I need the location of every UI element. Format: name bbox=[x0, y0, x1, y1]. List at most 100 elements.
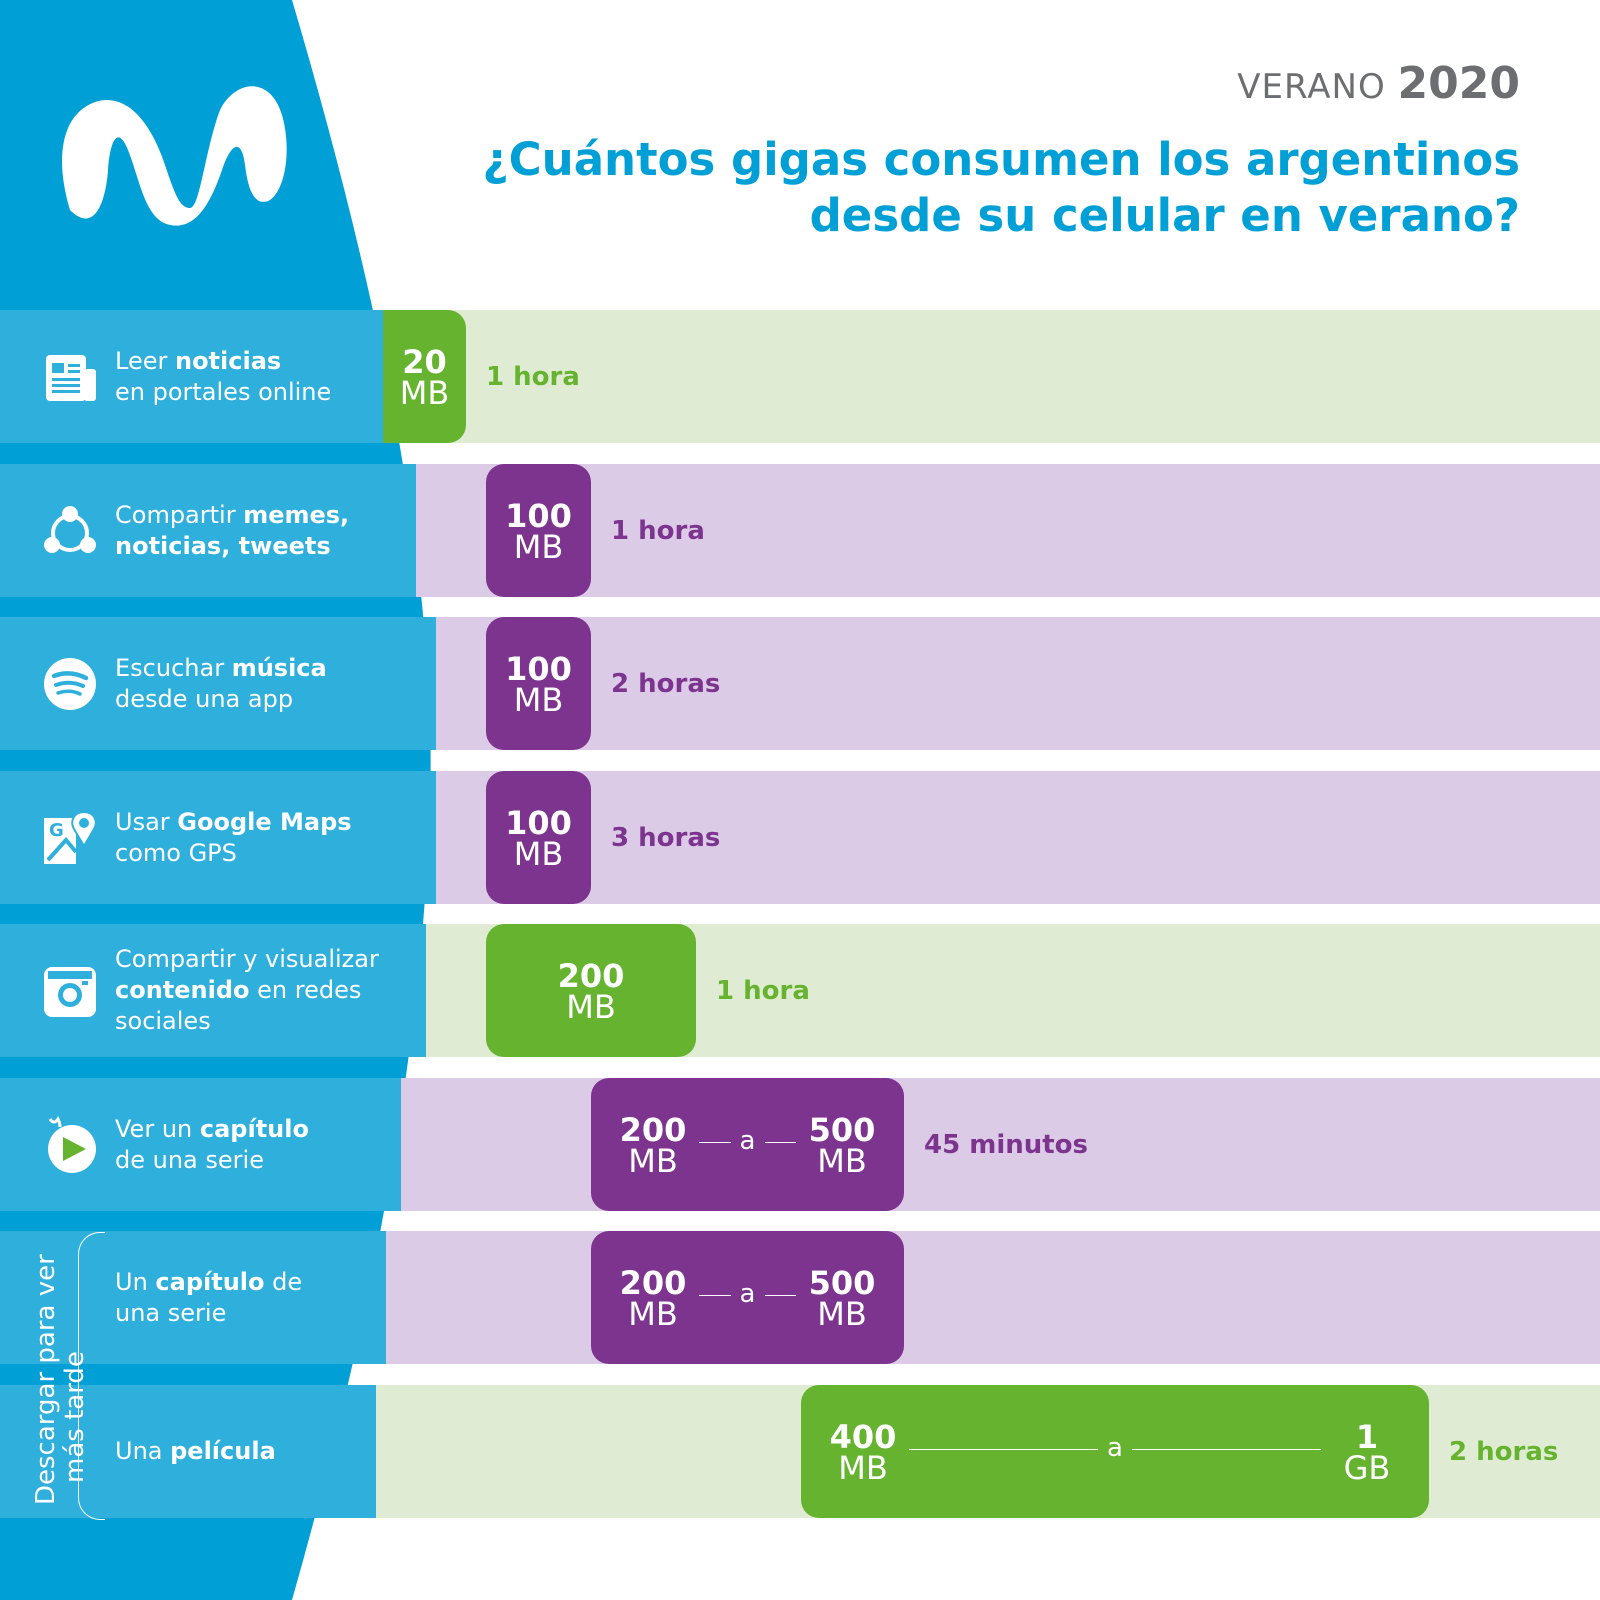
bar-min-value: 200 MB bbox=[611, 1110, 695, 1180]
label-text: Escuchar bbox=[115, 654, 232, 682]
value-unit: MB bbox=[817, 1141, 867, 1180]
label-text: sociales bbox=[115, 1007, 211, 1035]
movistar-logo-icon bbox=[62, 86, 287, 226]
label-bold: música bbox=[231, 654, 327, 682]
value-number: 1 bbox=[1355, 1417, 1379, 1456]
season-year: 2020 bbox=[1397, 58, 1520, 109]
spotify-icon bbox=[44, 658, 96, 710]
row-label: Una película bbox=[115, 1436, 276, 1467]
movistar-play-icon bbox=[48, 1115, 96, 1173]
value-unit: MB bbox=[513, 834, 564, 873]
label-text: Leer bbox=[115, 347, 175, 375]
row-label: Escuchar música desde una app bbox=[115, 653, 327, 715]
connector-word: a bbox=[739, 1125, 756, 1156]
data-bar: 200 MB 500 MB a bbox=[591, 1077, 904, 1211]
duration-label: 3 horas bbox=[611, 822, 721, 853]
label-text: como GPS bbox=[115, 838, 237, 867]
row-label: Compartir y visualizar contenido en redes… bbox=[115, 944, 379, 1037]
value-number: 100 bbox=[505, 803, 572, 842]
data-bar: 100 MB bbox=[486, 770, 591, 904]
connector-line bbox=[764, 1295, 796, 1296]
value-unit: MB bbox=[628, 1295, 678, 1333]
row-band bbox=[380, 310, 1600, 443]
label-text: Usar bbox=[115, 807, 178, 836]
label-text: en portales online bbox=[115, 378, 332, 406]
season-text: VERANO bbox=[1237, 67, 1386, 107]
value-number: 200 bbox=[619, 1110, 687, 1149]
season-label: VERANO 2020 bbox=[1237, 58, 1520, 109]
connector-word: a bbox=[1107, 1432, 1123, 1463]
range-connector: a bbox=[699, 1126, 796, 1158]
bar-max-value: 1 GB bbox=[1325, 1417, 1409, 1487]
value-number: 100 bbox=[505, 496, 572, 535]
duration-label: 1 hora bbox=[486, 362, 580, 392]
label-text: de una serie bbox=[115, 1145, 264, 1174]
connector-line bbox=[1132, 1448, 1321, 1450]
value-number: 20 bbox=[402, 343, 447, 381]
label-bold: noticias bbox=[174, 347, 282, 375]
label-text: Compartir y visualizar bbox=[115, 945, 379, 973]
value-unit: MB bbox=[513, 681, 564, 719]
bar-min-value: 20 MB bbox=[383, 343, 466, 412]
instagram-icon bbox=[44, 967, 96, 1017]
duration-label: 2 horas bbox=[1449, 1436, 1559, 1467]
value-number: 100 bbox=[505, 650, 572, 688]
label-band bbox=[0, 1384, 376, 1518]
duration-label: 1 hora bbox=[611, 515, 705, 546]
connector-line bbox=[699, 1141, 731, 1143]
bar-min-value: 100 MB bbox=[497, 803, 581, 873]
connector-line bbox=[909, 1448, 1098, 1450]
bar-min-value: 100 MB bbox=[497, 650, 581, 719]
title-line-1: ¿Cuántos gigas consumen los argentinos bbox=[482, 133, 1520, 186]
row-label: Usar Google Maps como GPS bbox=[115, 807, 352, 869]
row-band bbox=[430, 617, 1600, 750]
label-bold: noticias, tweets bbox=[115, 531, 331, 560]
title-line-2: desde su celular en verano? bbox=[809, 189, 1520, 242]
label-text: Un bbox=[115, 1268, 156, 1296]
label-bold: contenido bbox=[115, 976, 250, 1004]
group-label-line-2: más tarde bbox=[60, 1351, 90, 1483]
bar-min-value: 400 MB bbox=[821, 1417, 905, 1487]
label-band bbox=[0, 463, 416, 597]
row-label: Un capítulo de una serie bbox=[115, 1267, 302, 1329]
data-bar: 200 MB bbox=[486, 924, 696, 1057]
value-unit: GB bbox=[1343, 1448, 1391, 1487]
value-unit: MB bbox=[817, 1295, 867, 1333]
label-text: Compartir bbox=[115, 500, 244, 529]
duration-label: 45 minutos bbox=[924, 1129, 1089, 1160]
duration-label: 2 horas bbox=[611, 669, 721, 699]
label-bold: capítulo bbox=[155, 1268, 265, 1296]
value-unit: MB bbox=[838, 1448, 888, 1487]
data-bar: 100 MB bbox=[486, 463, 591, 597]
connector-line bbox=[699, 1295, 731, 1296]
value-number: 500 bbox=[808, 1264, 876, 1302]
row-band bbox=[410, 463, 1600, 597]
label-text: una serie bbox=[115, 1299, 227, 1327]
duration-label: 1 hora bbox=[716, 976, 810, 1006]
data-bar: 400 MB 1 GB a bbox=[801, 1384, 1429, 1518]
value-unit: MB bbox=[399, 374, 450, 412]
range-connector: a bbox=[909, 1433, 1321, 1465]
row-band bbox=[380, 1231, 1600, 1364]
value-number: 200 bbox=[619, 1264, 687, 1302]
row-band bbox=[430, 770, 1600, 904]
bar-max-value: 500 MB bbox=[800, 1264, 884, 1333]
range-connector: a bbox=[699, 1279, 796, 1311]
value-unit: MB bbox=[513, 527, 564, 566]
value-number: 400 bbox=[829, 1417, 897, 1456]
label-bold: memes, bbox=[243, 500, 350, 529]
bar-min-value: 200 MB bbox=[549, 960, 633, 1026]
label-bold: película bbox=[170, 1436, 276, 1465]
data-bar: 20 MB bbox=[383, 310, 466, 443]
bar-min-value: 100 MB bbox=[497, 496, 581, 566]
value-unit: MB bbox=[628, 1141, 678, 1180]
label-bold: Google Maps bbox=[177, 807, 352, 836]
row-label: Ver un capítulo de una serie bbox=[115, 1114, 309, 1176]
label-text: de bbox=[264, 1268, 303, 1296]
bar-max-value: 500 MB bbox=[800, 1114, 884, 1180]
row-label: Leer noticias en portales online bbox=[115, 346, 331, 408]
row-label: Compartir memes, noticias, tweets bbox=[115, 500, 349, 562]
value-unit: MB bbox=[566, 988, 616, 1026]
newspaper-icon bbox=[46, 355, 96, 401]
label-text: en redes bbox=[249, 976, 362, 1004]
